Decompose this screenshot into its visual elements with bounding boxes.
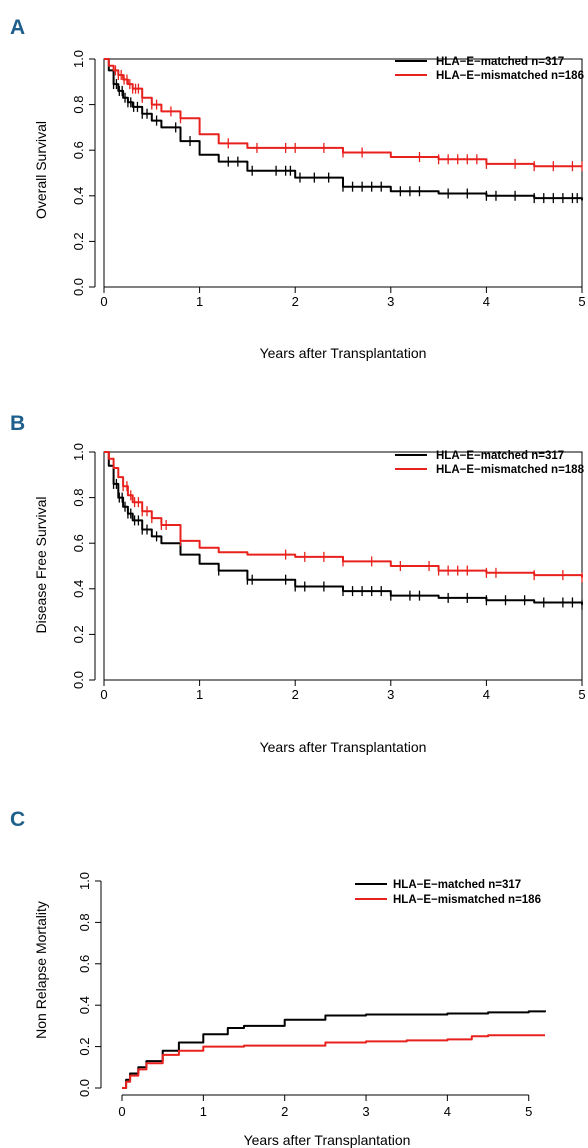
x-axis-title-a: Years after Transplantation xyxy=(260,345,427,361)
x-tick-label-a-2: 2 xyxy=(292,294,299,309)
y-tick-label-c-5: 1.0 xyxy=(77,872,92,890)
legend-b: HLA−E−matched n=317 HLA−E−mismatched n=1… xyxy=(395,450,585,476)
y-tick-label-c-0: 0.0 xyxy=(77,1079,92,1097)
y-tick-label-c-4: 0.8 xyxy=(77,913,92,931)
y-tick-label-b-4: 0.8 xyxy=(71,489,86,507)
legend-b-label-matched: HLA−E−matched n=317 xyxy=(436,450,564,462)
legend-c-label-matched: HLA−E−matched n=317 xyxy=(393,879,521,891)
panel-letter-b: B xyxy=(10,412,25,435)
series-line-b-0 xyxy=(104,451,583,605)
x-tick-label-b-3: 3 xyxy=(387,687,394,702)
series-line-c-0 xyxy=(122,1010,546,1089)
panel-a: A HLA−E−matched n=317 HLA−E−mismatched n… xyxy=(10,16,586,361)
y-tick-label-b-0: 0.0 xyxy=(71,671,86,689)
x-tick-label-b-1: 1 xyxy=(196,687,203,702)
panel-b: B HLA−E−matched n=317 HLA−E−mismatched n… xyxy=(10,412,586,755)
y-tick-label-b-5: 1.0 xyxy=(71,443,86,461)
x-tick-label-b-5: 5 xyxy=(578,687,585,702)
y-axis-title-a: Overall Survival xyxy=(33,121,49,219)
y-axis-title-b: Disease Free Survival xyxy=(33,497,49,634)
x-tick-label-a-5: 5 xyxy=(578,294,585,309)
x-tick-label-a-0: 0 xyxy=(100,294,107,309)
x-tick-label-c-3: 3 xyxy=(362,1104,369,1119)
x-tick-label-a-3: 3 xyxy=(387,294,394,309)
x-axis-title-c: Years after Transplantation xyxy=(244,1132,411,1148)
x-tick-label-a-4: 4 xyxy=(483,294,490,309)
x-tick-label-b-0: 0 xyxy=(100,687,107,702)
panel-c: C HLA−E−matched n=317 HLA−E−mismatched n… xyxy=(10,808,546,1148)
series-line-c-1 xyxy=(122,1034,545,1089)
y-tick-label-c-2: 0.4 xyxy=(77,996,92,1014)
panel-letter-c: C xyxy=(10,808,25,831)
legend-a-label-mismatched: HLA−E−mismatched n=186 xyxy=(436,70,584,82)
x-tick-label-b-2: 2 xyxy=(292,687,299,702)
y-tick-label-a-2: 0.4 xyxy=(71,187,86,205)
y-tick-label-b-1: 0.2 xyxy=(71,625,86,643)
x-tick-label-c-5: 5 xyxy=(525,1104,532,1119)
y-tick-label-a-4: 0.8 xyxy=(71,96,86,114)
legend-b-label-mismatched: HLA−E−mismatched n=188 xyxy=(436,464,585,476)
x-tick-label-c-0: 0 xyxy=(118,1104,125,1119)
legend-c-label-mismatched: HLA−E−mismatched n=186 xyxy=(393,894,541,906)
series-line-a-0 xyxy=(104,58,583,201)
y-tick-label-a-1: 0.2 xyxy=(71,232,86,250)
y-tick-label-a-0: 0.0 xyxy=(71,278,86,296)
legend-a-label-matched: HLA−E−matched n=317 xyxy=(436,56,564,68)
panel-letter-a: A xyxy=(10,16,25,39)
legend-a: HLA−E−matched n=317 HLA−E−mismatched n=1… xyxy=(395,56,584,82)
y-axis-title-c: Non Relapse Mortality xyxy=(33,901,49,1039)
y-tick-label-c-3: 0.6 xyxy=(77,955,92,973)
legend-c: HLA−E−matched n=317 HLA−E−mismatched n=1… xyxy=(355,879,541,906)
x-tick-label-b-4: 4 xyxy=(483,687,490,702)
x-tick-label-a-1: 1 xyxy=(196,294,203,309)
x-tick-label-c-1: 1 xyxy=(200,1104,207,1119)
y-tick-label-a-3: 0.6 xyxy=(71,141,86,159)
plot-frame-a xyxy=(103,58,583,288)
y-tick-label-b-3: 0.6 xyxy=(71,534,86,552)
x-tick-label-c-2: 2 xyxy=(281,1104,288,1119)
y-tick-label-b-2: 0.4 xyxy=(71,580,86,598)
x-axis-title-b: Years after Transplantation xyxy=(260,739,427,755)
y-tick-label-a-5: 1.0 xyxy=(71,50,86,68)
series-line-a-1 xyxy=(104,58,582,168)
y-tick-label-c-1: 0.2 xyxy=(77,1038,92,1056)
x-tick-label-c-4: 4 xyxy=(444,1104,451,1119)
